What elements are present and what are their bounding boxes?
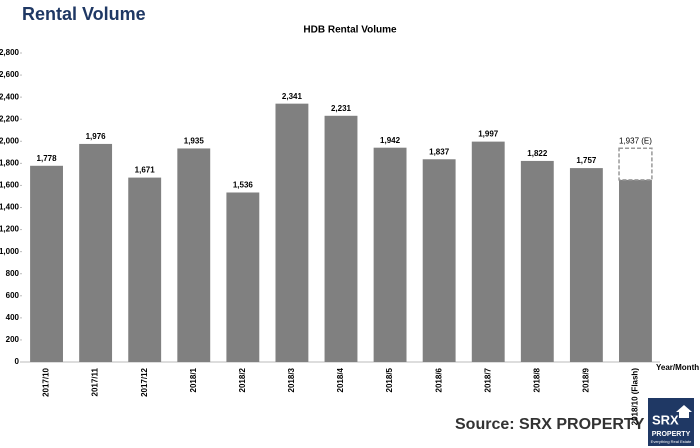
x-tick-label: 2017/10 (42, 367, 51, 396)
bar (373, 147, 407, 362)
y-tick-label: 2,000 (0, 136, 20, 145)
value-label: 1,942 (380, 136, 401, 145)
value-label: 1,536 (233, 181, 254, 190)
bar (324, 115, 358, 362)
y-tick-label: 1,600 (0, 181, 20, 190)
x-axis-label: Year/Month (656, 363, 699, 372)
y-tick-label: 2,600 (0, 70, 20, 79)
value-label: 1,976 (86, 132, 107, 141)
value-label: 1,671 (135, 166, 156, 175)
y-tick-label: 1,800 (0, 158, 20, 167)
chart-title: HDB Rental Volume (303, 25, 397, 36)
source: Source: SRX PROPERTY (455, 416, 645, 433)
y-tick-label: 400 (6, 313, 20, 322)
value-label: 1,822 (527, 149, 548, 158)
value-label: 1,935 (184, 137, 205, 146)
bar (226, 192, 260, 362)
value-label: 2,231 (331, 104, 352, 113)
value-label: 1,997 (478, 130, 499, 139)
x-tick-label: 2018/8 (532, 367, 541, 392)
y-tick-label: 600 (6, 291, 20, 300)
y-tick-label: 2,200 (0, 114, 20, 123)
x-tick-label: 2018/5 (385, 367, 394, 392)
x-tick-label: 2017/12 (140, 367, 149, 396)
logo-name: SRX (652, 412, 679, 427)
value-label: 1,757 (576, 156, 597, 165)
logo-sub: PROPERTY (652, 431, 691, 438)
value-label: 1,778 (37, 154, 58, 163)
y-tick-label: 2,800 (0, 48, 20, 57)
bar (471, 141, 505, 362)
y-tick-label: 800 (6, 269, 20, 278)
bar (569, 168, 603, 362)
bar (177, 148, 211, 362)
page-title: Rental Volume (22, 4, 146, 24)
x-tick-label: 2017/11 (91, 367, 100, 396)
x-tick-label: 2018/4 (336, 367, 345, 392)
x-tick-label: 2018/9 (581, 367, 590, 392)
value-label: 1,837 (429, 147, 450, 156)
y-tick-label: 1,200 (0, 225, 20, 234)
bar (128, 177, 162, 362)
logo-tagline: Everything Real Estate (651, 439, 692, 444)
x-tick-label: 2018/3 (287, 367, 296, 392)
y-tick-label: 200 (6, 335, 20, 344)
bar (422, 159, 456, 362)
bar (619, 179, 652, 362)
bar (520, 160, 554, 362)
y-tick-label: 2,400 (0, 92, 20, 101)
logo-icon (676, 405, 692, 418)
estimate-bar (618, 147, 653, 181)
x-tick-label: 2018/1 (189, 367, 198, 392)
y-tick-label: 1,400 (0, 203, 20, 212)
bar (275, 103, 309, 362)
logo-box (648, 398, 694, 446)
bar (30, 165, 63, 362)
estimate-label: 1,937 (E) (619, 136, 652, 145)
y-tick-label: 0 (15, 357, 20, 366)
x-tick-label: 2018/2 (238, 367, 247, 392)
x-tick-label: 2018/7 (483, 367, 492, 392)
x-tick-label: 2018/10 (Flash) (631, 368, 640, 426)
x-tick-label: 2018/6 (434, 367, 443, 392)
value-label: 2,341 (282, 92, 303, 101)
bar (79, 143, 113, 362)
y-tick-label: 1,000 (0, 247, 20, 256)
